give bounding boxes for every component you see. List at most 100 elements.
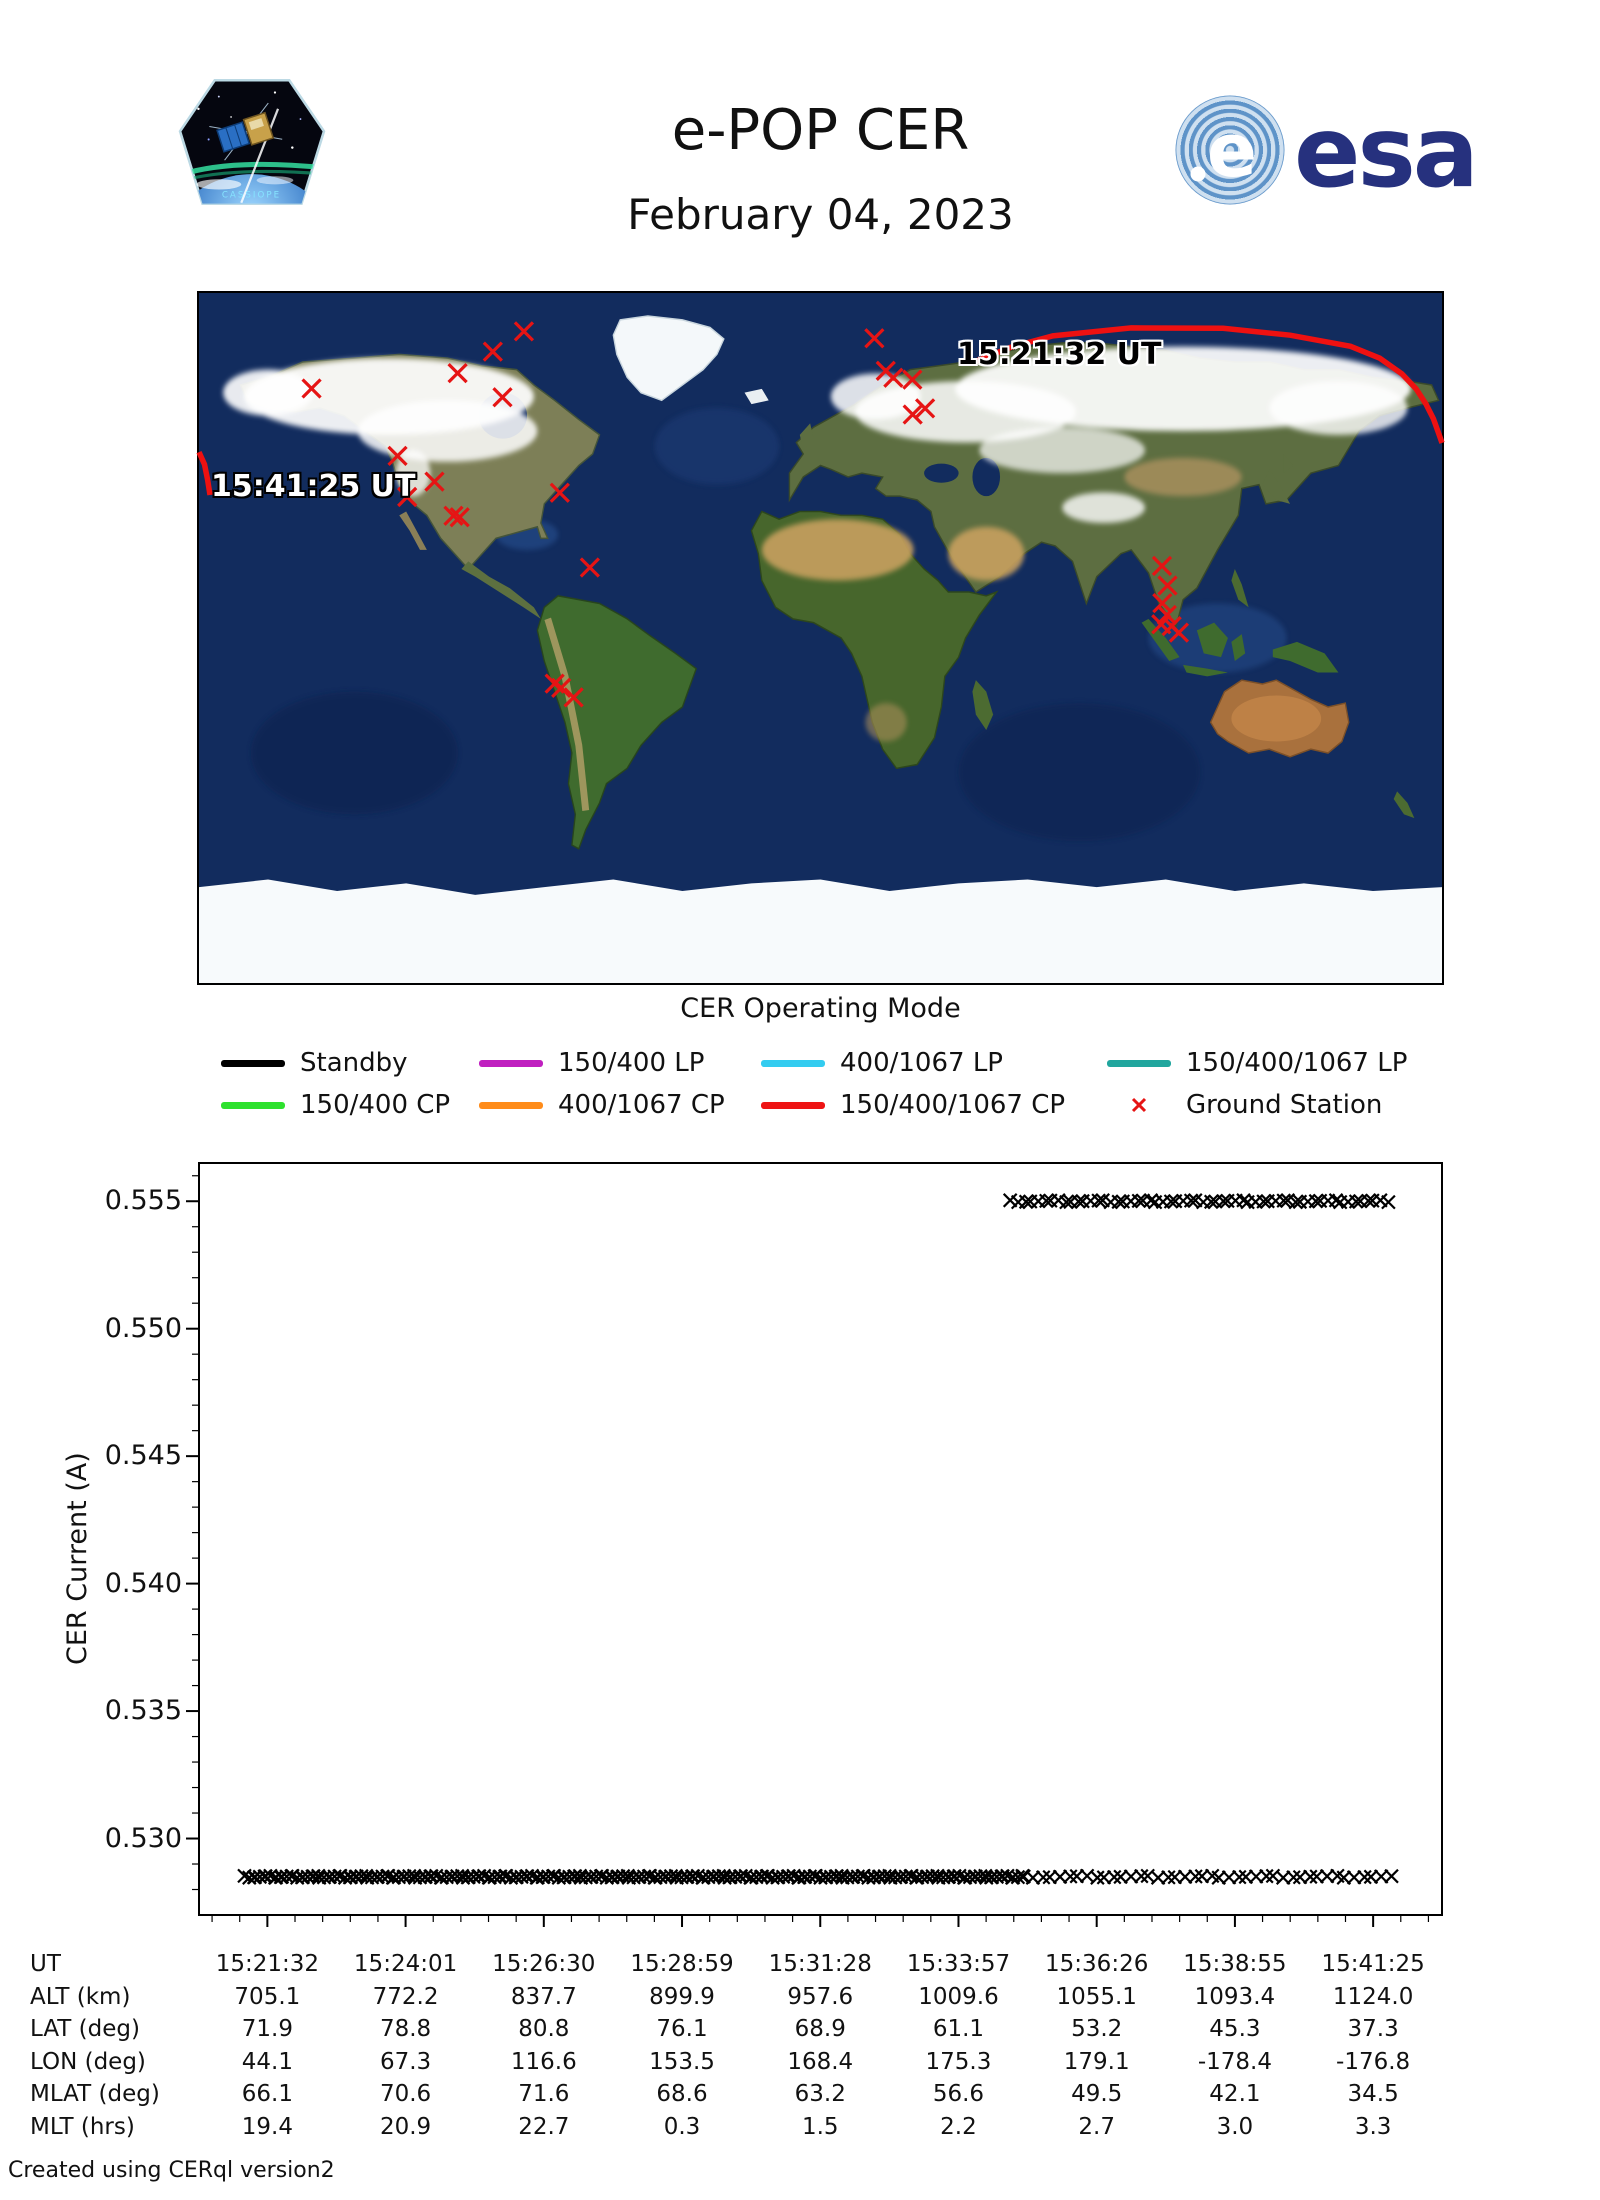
y-tick-label: 0.530 (104, 1822, 182, 1854)
legend-item-label: Standby (300, 1048, 408, 1078)
ground-station-marker-icon (449, 507, 470, 528)
world-map-basemap (199, 293, 1442, 983)
ground-station-marker-icon (1152, 592, 1173, 614)
esa-logo: e esa (1172, 92, 1479, 210)
legend-item: 400/1067 LP (761, 1048, 1107, 1078)
table-row-label: LON (deg) (30, 2048, 146, 2075)
ground-station-marker-icon (424, 471, 445, 492)
table-cell: 19.4 (241, 2113, 293, 2140)
table-cell: 15:36:26 (1045, 1951, 1149, 1977)
table-cell: 116.6 (510, 2048, 577, 2075)
table-cell: 3.0 (1216, 2113, 1254, 2140)
table-cell: 53.2 (1071, 2016, 1123, 2042)
table-cell: 15:38:55 (1183, 1951, 1287, 1977)
table-cell: 37.3 (1347, 2016, 1399, 2042)
legend-item-label: 150/400 LP (558, 1048, 705, 1078)
cassiope-patch-icon: CASSIOPE (178, 78, 326, 206)
ground-station-marker-icon (549, 482, 570, 503)
table-cell: 168.4 (787, 2048, 854, 2075)
legend-line-swatch (221, 1059, 285, 1067)
table-cell: 67.3 (379, 2048, 432, 2075)
table-cell: 76.1 (656, 2016, 708, 2042)
table-cell: 68.9 (794, 2016, 846, 2042)
table-cell: 15:31:28 (768, 1951, 872, 1977)
legend-line-swatch (1107, 1059, 1171, 1067)
legend-item: 400/1067 CP (479, 1090, 761, 1120)
ground-station-marker-icon (301, 378, 322, 399)
table-cell: 15:33:57 (906, 1951, 1011, 1977)
table-cell: 22.7 (518, 2113, 570, 2140)
table-cell: 15:21:32 (215, 1951, 320, 1977)
table-cell: 49.5 (1071, 2081, 1123, 2107)
table-cell: 1055.1 (1056, 1983, 1137, 2010)
ground-station-marker-icon (513, 321, 535, 342)
table-cell: 2.2 (940, 2113, 977, 2140)
legend-line-swatch (221, 1101, 285, 1109)
satellite-track (971, 325, 1445, 444)
table-cell: 70.6 (379, 2081, 432, 2107)
satellite-track-wrap (196, 450, 213, 496)
legend-item-label: 150/400 CP (300, 1090, 451, 1120)
table-cell: 2.7 (1078, 2113, 1115, 2140)
legend-item-label: Ground Station (1186, 1090, 1383, 1120)
table-cell: -178.4 (1197, 2048, 1272, 2075)
ground-station-marker-icon (1156, 604, 1177, 626)
table-cell: 63.2 (794, 2081, 846, 2107)
ground-station-marker-icon (492, 387, 513, 408)
table-cell: 15:26:30 (492, 1951, 596, 1977)
legend-row: 150/400 CP 400/1067 CP 150/400/1067 CP Grou… (199, 1084, 1442, 1126)
satellite-icon (209, 102, 283, 161)
ground-station-marker-icon (883, 367, 904, 388)
legend-title: CER Operating Mode (680, 993, 961, 1024)
table-cell: 44.1 (241, 2048, 293, 2075)
table-cell: 68.6 (656, 2081, 708, 2107)
table-cell: 772.2 (372, 1983, 439, 2010)
legend-item: 150/400 LP (479, 1048, 761, 1078)
table-cell: 20.9 (379, 2113, 432, 2140)
table-cell: 42.1 (1209, 2081, 1261, 2107)
table-cell: 3.3 (1354, 2113, 1392, 2140)
table-cell: 66.1 (241, 2081, 293, 2107)
table-cell: 705.1 (234, 1983, 301, 2010)
legend-line-swatch (761, 1101, 825, 1109)
plot-frame (198, 1162, 1443, 1916)
ground-station-marker-icon (1151, 555, 1173, 577)
ground-station-marker-icon (397, 486, 418, 508)
legend-item: 150/400 CP (221, 1090, 479, 1120)
y-axis-label: CER Current (A) (62, 1452, 93, 1665)
ground-station-marker-icon (443, 505, 464, 526)
table-cell: -176.8 (1336, 2048, 1411, 2075)
table-cell: 15:28:59 (630, 1951, 734, 1977)
scatter-series-cer-current-low-sparse (1015, 1868, 1399, 1885)
y-tick-label: 0.535 (104, 1695, 182, 1727)
table-cell: 837.7 (510, 1983, 577, 2010)
track-end-time-label: 15:41:25 UT (211, 469, 416, 504)
esa-wordmark: esa (1294, 96, 1479, 210)
ground-station-marker-icon (563, 687, 584, 708)
cer-current-plot (186, 1162, 1443, 1927)
ground-station-marker-icon (902, 369, 923, 390)
operating-mode-legend: Standby 150/400 LP 400/1067 LP 150/400/1067… (199, 1042, 1442, 1126)
table-cell: 0.3 (663, 2113, 701, 2140)
y-tick-label: 0.550 (104, 1312, 182, 1344)
ground-station-marker-icon (1107, 1096, 1171, 1114)
table-cell: 78.8 (379, 2016, 432, 2042)
legend-item: Ground Station (1107, 1090, 1407, 1120)
table-row-label: ALT (km) (30, 1983, 131, 2010)
y-tick-label: 0.540 (104, 1567, 182, 1599)
table-cell: 957.6 (787, 1983, 854, 2010)
cassiope-mission-patch: CASSIOPE (178, 78, 326, 206)
table-cell: 71.6 (518, 2081, 570, 2107)
ground-station-marker-icon (1168, 622, 1190, 643)
table-row-label: UT (30, 1951, 61, 1977)
ground-station-marker-icon (1157, 575, 1178, 596)
y-tick-label: 0.545 (104, 1440, 182, 1472)
orbit-track-overlay (196, 321, 1445, 708)
ground-station-marker-icon (482, 341, 503, 362)
legend-item-label: 400/1067 LP (840, 1048, 1003, 1078)
table-cell: 153.5 (649, 2048, 715, 2075)
legend-line-swatch (479, 1059, 543, 1067)
page-title: e-POP CER (671, 98, 970, 163)
ground-station-marker-icon (551, 677, 572, 698)
ground-station-marker-icon (864, 328, 885, 349)
